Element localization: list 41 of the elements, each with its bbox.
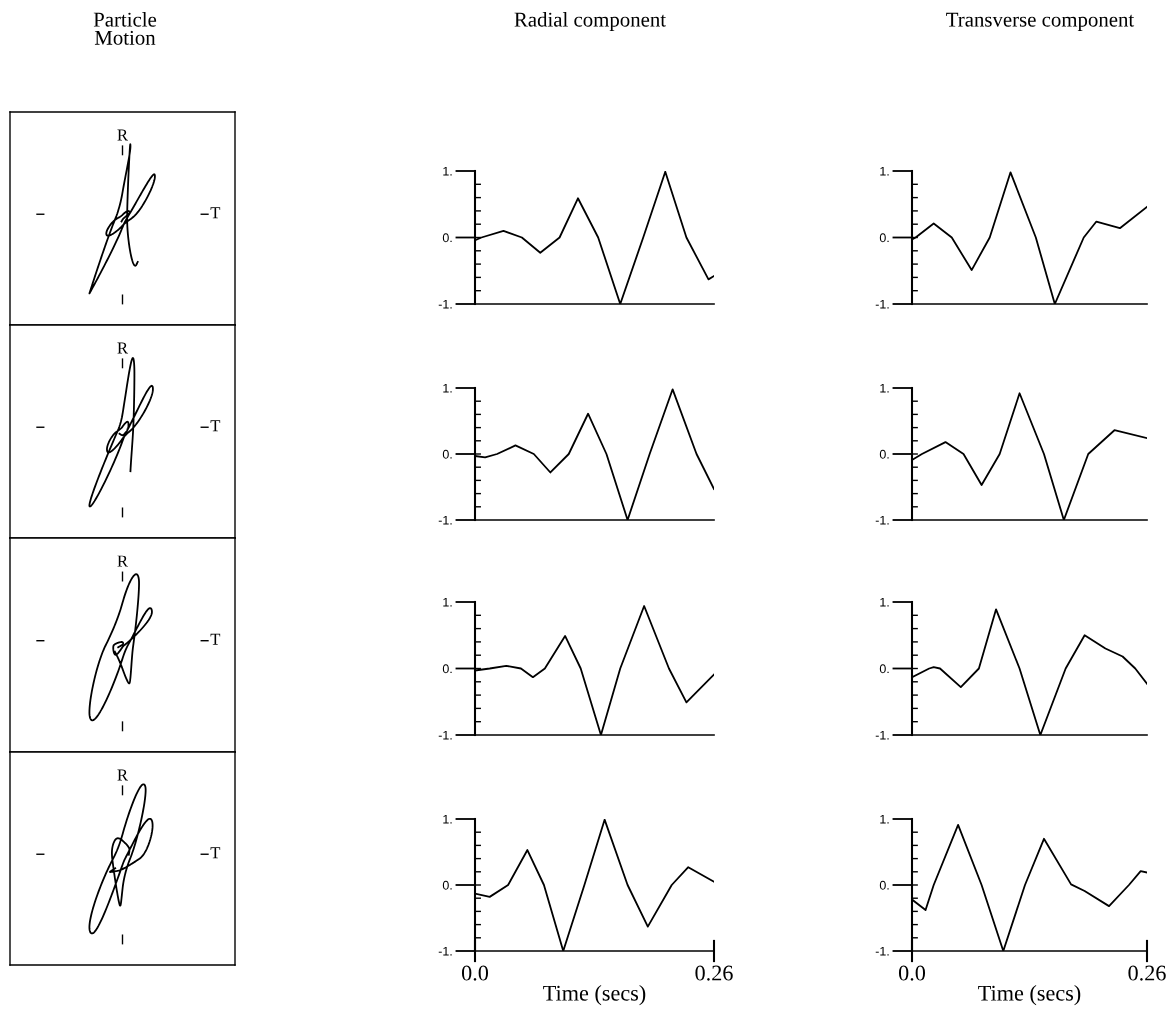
text: R: [117, 769, 129, 781]
y-tick-label: -1.: [875, 730, 889, 740]
x-tick-label: 0.0: [461, 965, 489, 981]
y-tick-label: 1.: [443, 597, 452, 607]
x-axis-title: Time (secs): [978, 985, 1081, 1006]
y-tick-label: -1.: [875, 946, 889, 956]
y-tick-label: 1.: [443, 814, 452, 824]
text: T: [210, 420, 221, 432]
y-tick-label: -1.: [438, 946, 452, 956]
chart-title: Transverse component: [946, 12, 1135, 31]
y-tick-label: 1.: [443, 166, 452, 176]
y-tick-label: -1.: [438, 299, 452, 309]
y-tick-label: 0.: [879, 880, 889, 890]
x-tick-label: 0.0: [898, 965, 926, 981]
y-tick-label: 0.: [442, 664, 452, 674]
y-tick-label: 0.: [442, 233, 452, 243]
y-tick-label: -1.: [438, 730, 452, 740]
text: R: [117, 129, 129, 141]
y-tick-label: 0.: [879, 664, 889, 674]
x-axis-title: Time (secs): [543, 985, 646, 1006]
y-tick-label: -1.: [438, 515, 452, 525]
y-tick-label: 0.: [442, 449, 452, 459]
y-tick-label: 1.: [880, 166, 889, 176]
text: R: [117, 555, 129, 567]
y-tick-label: 1.: [880, 383, 889, 393]
y-tick-label: 0.: [879, 449, 889, 459]
y-tick-label: 1.: [443, 383, 452, 393]
x-tick-label: 0.26: [1128, 965, 1166, 981]
text: Particle Motion: [93, 12, 157, 45]
text: T: [210, 633, 221, 645]
chart-title: Radial component: [514, 12, 666, 31]
y-tick-label: 0.: [442, 880, 452, 890]
y-tick-label: -1.: [875, 515, 889, 525]
x-tick-label: 0.26: [695, 965, 733, 981]
text: R: [117, 342, 129, 354]
y-tick-label: -1.: [875, 299, 889, 309]
text: T: [210, 207, 221, 219]
y-tick-label: 1.: [880, 814, 889, 824]
y-tick-label: 1.: [880, 597, 889, 607]
text: T: [210, 847, 221, 859]
y-tick-label: 0.: [879, 233, 889, 243]
